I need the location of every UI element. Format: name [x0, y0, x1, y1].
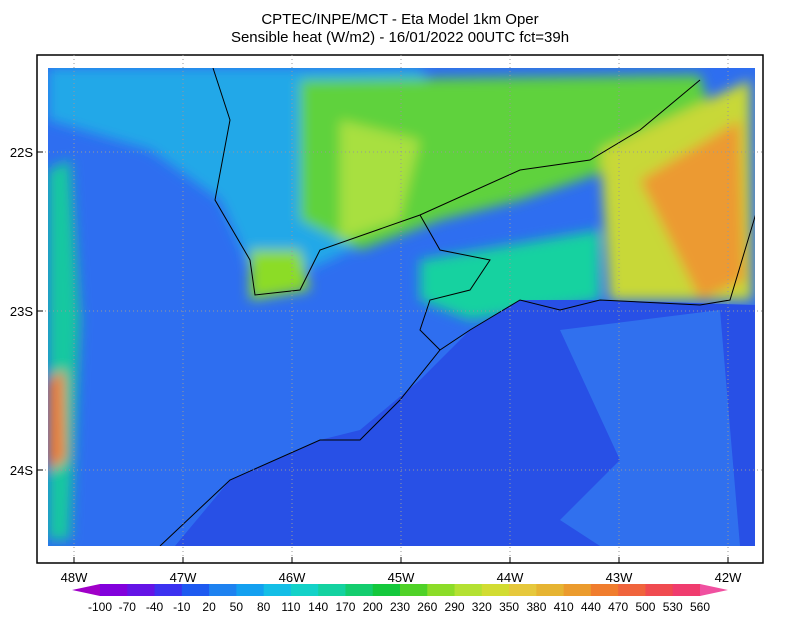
colorbar-label: 350: [499, 600, 519, 614]
colorbar-box: [236, 584, 265, 596]
field: [48, 68, 755, 546]
colorbar-box: [290, 584, 319, 596]
colorbar-box: [400, 584, 428, 596]
colorbar-label: 530: [663, 600, 683, 614]
longitude-label: 42W: [715, 570, 742, 585]
colorbar-box: [318, 584, 346, 596]
colorbar-label: 440: [581, 600, 601, 614]
colorbar-box: [563, 584, 592, 596]
colorbar-box: [209, 584, 237, 596]
colorbar-label: 230: [390, 600, 410, 614]
colorbar-box: [645, 584, 674, 596]
colorbar-box: [345, 584, 374, 596]
colorbar-label: -10: [173, 600, 191, 614]
colorbar-label: -70: [119, 600, 137, 614]
longitude-label: 45W: [388, 570, 415, 585]
longitude-label: 47W: [170, 570, 197, 585]
colorbar-box: [618, 584, 646, 596]
colorbar-box: [263, 584, 292, 596]
longitude-label: 44W: [497, 570, 524, 585]
colorbar-box: [372, 584, 401, 596]
map-frame: [36, 54, 764, 564]
colorbar-box: [590, 584, 619, 596]
colorbar-label: 500: [635, 600, 655, 614]
latitude-label: 23S: [10, 304, 33, 319]
colorbar-label: 110: [281, 600, 300, 614]
colorbar-box: [127, 584, 156, 596]
colorbar-label: 80: [257, 600, 271, 614]
title-line: Sensible heat (W/m2) - 16/01/2022 00UTC …: [231, 29, 569, 46]
colorbar-label: 320: [472, 600, 492, 614]
colorbar-label: 50: [230, 600, 244, 614]
longitude-label: 48W: [61, 570, 88, 585]
colorbar-arrow: [700, 584, 728, 596]
colorbar-box: [154, 584, 183, 596]
colorbar-label: 20: [202, 600, 216, 614]
colorbar-box: [536, 584, 565, 596]
colorbar-label: 470: [608, 600, 628, 614]
colorbar-box: [672, 584, 701, 596]
colorbar-box: [100, 584, 128, 596]
colorbar-box: [427, 584, 456, 596]
colorbar-label: 410: [554, 600, 574, 614]
latitude-label: 24S: [10, 463, 33, 478]
longitude-label: 46W: [279, 570, 306, 585]
latitude-label: 22S: [10, 145, 33, 160]
colorbar-label: 200: [363, 600, 383, 614]
longitude-label: 43W: [606, 570, 633, 585]
colorbar-label: -40: [146, 600, 164, 614]
colorbar-label: -100: [88, 600, 112, 614]
colorbar-box: [181, 584, 210, 596]
colorbar-label: 560: [690, 600, 710, 614]
title-line: CPTEC/INPE/MCT - Eta Model 1km Oper: [261, 11, 538, 28]
colorbar-label: 260: [417, 600, 437, 614]
colorbar-label: 380: [526, 600, 546, 614]
colorbar-arrow: [72, 584, 100, 596]
colorbar-box: [509, 584, 537, 596]
colorbar-box: [481, 584, 510, 596]
colorbar-box: [454, 584, 483, 596]
colorbar-label: 170: [335, 600, 355, 614]
colorbar-label: 140: [308, 600, 328, 614]
colorbar-label: 290: [445, 600, 465, 614]
